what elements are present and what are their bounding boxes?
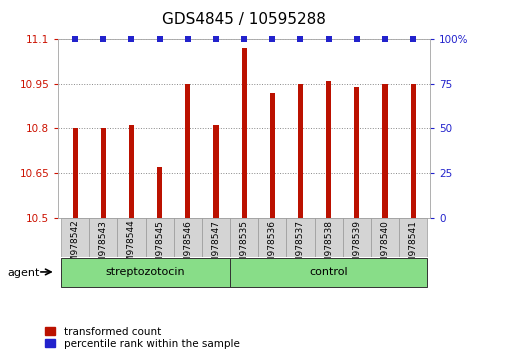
Text: GSM978544: GSM978544 xyxy=(127,219,136,274)
Bar xyxy=(89,218,117,257)
Text: GSM978536: GSM978536 xyxy=(267,219,276,275)
Bar xyxy=(230,218,258,257)
Bar xyxy=(117,218,145,257)
Text: GSM978545: GSM978545 xyxy=(155,219,164,275)
Bar xyxy=(370,218,398,257)
Bar xyxy=(342,218,370,257)
Bar xyxy=(61,258,230,287)
Bar xyxy=(354,87,359,218)
Text: GSM978546: GSM978546 xyxy=(183,219,192,275)
Bar xyxy=(100,128,106,218)
Text: GSM978547: GSM978547 xyxy=(211,219,220,275)
Text: GDS4845 / 10595288: GDS4845 / 10595288 xyxy=(162,12,325,27)
Bar xyxy=(410,84,415,218)
Bar xyxy=(61,218,89,257)
Text: GSM978538: GSM978538 xyxy=(324,219,332,275)
Text: GSM978535: GSM978535 xyxy=(239,219,248,275)
Bar xyxy=(297,84,302,218)
Text: agent: agent xyxy=(8,268,40,278)
Bar xyxy=(241,48,246,218)
Bar xyxy=(185,84,190,218)
Bar xyxy=(269,93,274,218)
Bar xyxy=(72,128,77,218)
Text: GSM978540: GSM978540 xyxy=(380,219,389,275)
Bar xyxy=(201,218,230,257)
Bar xyxy=(230,258,426,287)
Bar xyxy=(382,84,387,218)
Bar xyxy=(286,218,314,257)
Text: GSM978537: GSM978537 xyxy=(295,219,305,275)
Bar xyxy=(213,125,218,218)
Text: GSM978541: GSM978541 xyxy=(408,219,417,275)
Bar xyxy=(129,125,134,218)
Bar xyxy=(157,167,162,218)
Text: streptozotocin: streptozotocin xyxy=(106,267,185,277)
Bar xyxy=(145,218,173,257)
Text: control: control xyxy=(309,267,347,277)
Text: GSM978539: GSM978539 xyxy=(351,219,361,275)
Text: GSM978542: GSM978542 xyxy=(71,219,79,274)
Legend: transformed count, percentile rank within the sample: transformed count, percentile rank withi… xyxy=(45,327,239,349)
Bar xyxy=(398,218,426,257)
Bar xyxy=(326,81,331,218)
Bar xyxy=(258,218,286,257)
Bar xyxy=(173,218,201,257)
Bar xyxy=(314,218,342,257)
Text: GSM978543: GSM978543 xyxy=(98,219,108,275)
